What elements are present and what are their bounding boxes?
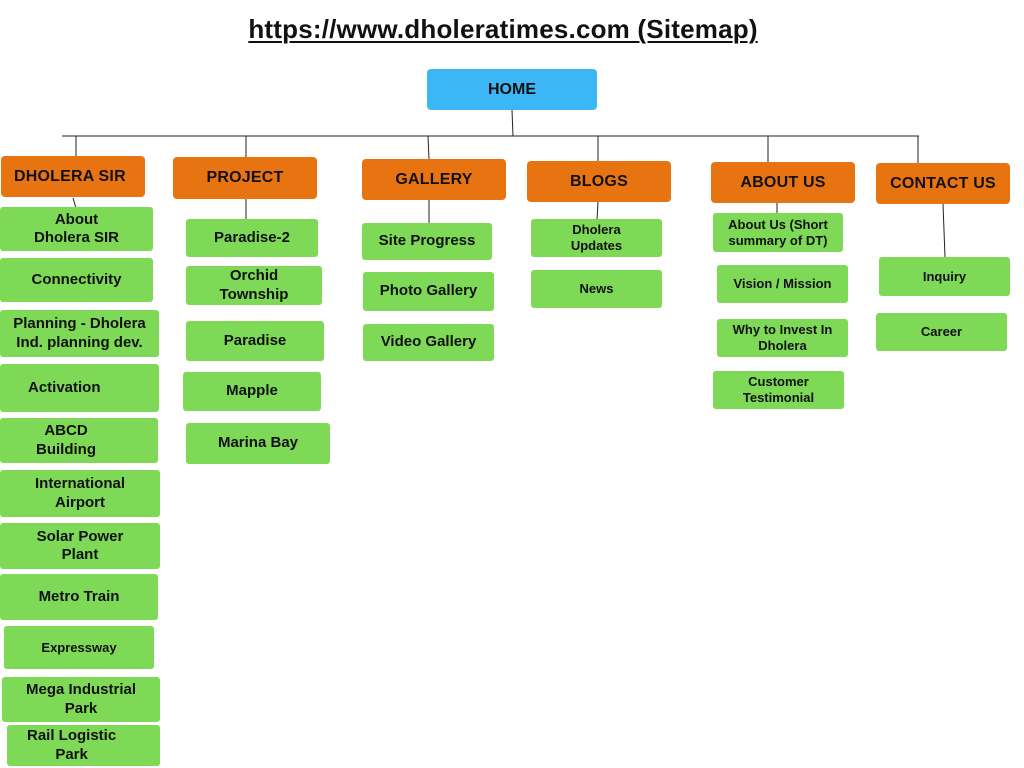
home-node[interactable]: HOME	[427, 69, 597, 110]
page-abcd-building[interactable]: ABCD Building	[0, 418, 158, 463]
page-paradise[interactable]: Paradise	[186, 321, 324, 361]
page-video-gallery[interactable]: Video Gallery	[363, 324, 494, 361]
page-planning-dholera[interactable]: Planning - Dholera Ind. planning dev.	[0, 310, 159, 357]
page-vision-mission[interactable]: Vision / Mission	[717, 265, 848, 303]
page-rail-logistic-park[interactable]: Rail Logistic Park	[7, 725, 160, 766]
page-marina-bay[interactable]: Marina Bay	[186, 423, 330, 464]
page-photo-gallery[interactable]: Photo Gallery	[363, 272, 494, 311]
category-blogs[interactable]: BLOGS	[527, 161, 671, 202]
page-orchid-township[interactable]: Orchid Township	[186, 266, 322, 305]
sitemap-title: https://www.dholeratimes.com (Sitemap)	[248, 14, 758, 44]
page-inquiry[interactable]: Inquiry	[879, 257, 1010, 296]
child-line-blogs	[596, 201, 599, 221]
page-dholera-updates[interactable]: Dholera Updates	[531, 219, 662, 257]
home-stem-line	[511, 109, 514, 137]
child-line-contact-us	[942, 203, 946, 258]
page-mega-industrial-park[interactable]: Mega Industrial Park	[2, 677, 160, 722]
page-customer-testimonial[interactable]: Customer Testimonial	[713, 371, 844, 409]
page-site-progress[interactable]: Site Progress	[362, 223, 492, 260]
page-expressway[interactable]: Expressway	[4, 626, 154, 669]
category-project[interactable]: PROJECT	[173, 157, 317, 199]
page-career[interactable]: Career	[876, 313, 1007, 351]
page-why-invest[interactable]: Why to Invest In Dholera	[717, 319, 848, 357]
page-about-us-summary[interactable]: About Us (Short summary of DT)	[713, 213, 843, 252]
category-contact-us[interactable]: CONTACT US	[876, 163, 1010, 204]
page-international-airport[interactable]: International Airport	[0, 470, 160, 517]
category-about-us[interactable]: ABOUT US	[711, 162, 855, 203]
category-gallery[interactable]: GALLERY	[362, 159, 506, 200]
page-news[interactable]: News	[531, 270, 662, 308]
page-solar-power-plant[interactable]: Solar Power Plant	[0, 523, 160, 569]
page-paradise-2[interactable]: Paradise-2	[186, 219, 318, 257]
page-mapple[interactable]: Mapple	[183, 372, 321, 411]
page-activation[interactable]: Activation	[0, 364, 159, 412]
drop-line-gallery	[427, 135, 430, 160]
page-metro-train[interactable]: Metro Train	[0, 574, 158, 620]
page-about-dholera-sir[interactable]: About Dholera SIR	[0, 207, 153, 251]
page-connectivity[interactable]: Connectivity	[0, 258, 153, 302]
category-dholera-sir[interactable]: DHOLERA SIR	[1, 156, 145, 197]
